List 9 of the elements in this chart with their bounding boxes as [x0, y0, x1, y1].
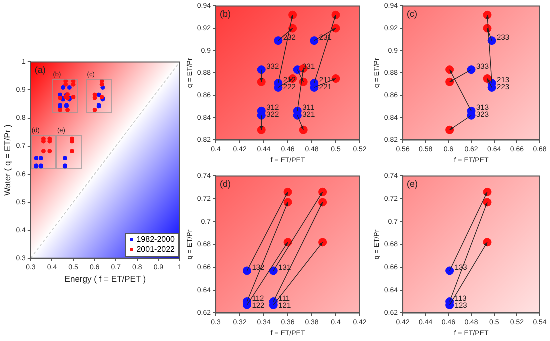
- annotation: (a): [34, 65, 46, 76]
- annotation: (c): [407, 9, 418, 20]
- annotation: (e): [407, 179, 418, 190]
- legend-label: 2001-2022: [136, 245, 175, 256]
- y-axis-title: Water ( q = ET/Pr ): [2, 124, 12, 196]
- legend-label: 1982-2000: [136, 235, 175, 246]
- annotation: (b): [220, 9, 232, 20]
- x-axis-title: Energy ( f = ET/PET ): [64, 274, 146, 284]
- annotation: (d): [220, 179, 232, 190]
